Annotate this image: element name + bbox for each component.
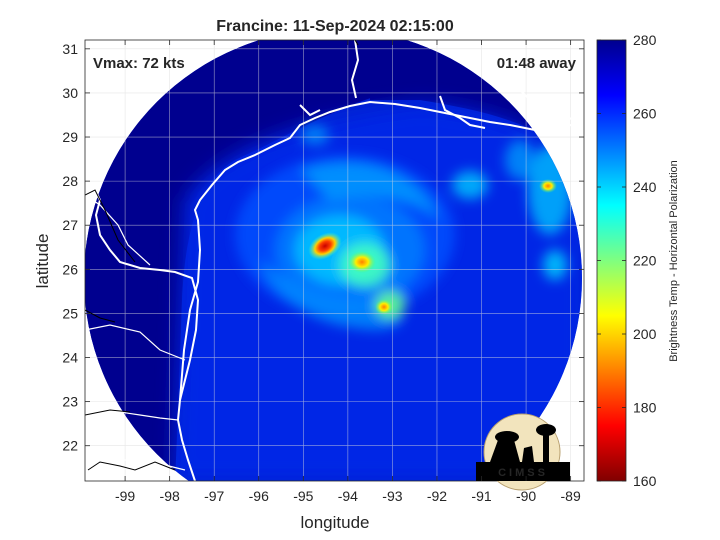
colorbar-tick-label: 160 <box>633 473 657 489</box>
y-tick-label: 23 <box>62 394 78 410</box>
cimss-logo: CIMSS <box>476 413 570 491</box>
x-tick-label: -90 <box>516 488 536 504</box>
vmax-label: Vmax: 72 kts <box>93 55 185 72</box>
country-borders <box>85 194 186 471</box>
colorbar-tick-label: 240 <box>633 179 657 195</box>
y-axis-ticks: 22 23 24 25 26 27 28 29 30 31 <box>62 41 584 454</box>
logo-banner <box>476 462 570 481</box>
x-tick-label: -99 <box>115 488 135 504</box>
x-tick-label: -92 <box>427 488 447 504</box>
y-tick-label: 30 <box>62 85 78 101</box>
chart-title: Francine: 11-Sep-2024 02:15:00 <box>216 18 454 35</box>
colorbar: 160 180 200 220 240 260 280 Brightness Temp - … <box>596 32 680 489</box>
y-tick-label: 26 <box>62 261 78 277</box>
eyewall-max <box>308 232 342 260</box>
y-tick-label: 22 <box>62 438 78 454</box>
microwave-swath <box>85 40 582 481</box>
rainband-hotspot-1 <box>348 251 376 273</box>
y-tick-label: 24 <box>62 350 78 366</box>
x-tick-label: -98 <box>160 488 180 504</box>
x-tick-label: -94 <box>338 488 358 504</box>
colorbar-gradient <box>597 40 626 481</box>
colorbar-tick-label: 280 <box>633 32 657 48</box>
grid-lines <box>85 40 584 481</box>
x-tick-label: -93 <box>382 488 402 504</box>
colorbar-label: Brightness Temp - Horizontal Polarizatio… <box>668 160 680 362</box>
y-tick-label: 25 <box>62 305 78 321</box>
x-tick-label: -95 <box>293 488 313 504</box>
y-tick-label: 27 <box>62 217 78 233</box>
x-axis-label: longitude <box>300 513 369 532</box>
x-tick-label: -97 <box>204 488 224 504</box>
x-tick-label: -96 <box>249 488 269 504</box>
colorbar-ticks: 160 180 200 220 240 260 280 <box>597 32 657 489</box>
land-region-dark <box>85 40 380 481</box>
rainband-hotspot-3 <box>539 179 557 193</box>
y-axis-label: latitude <box>33 234 52 289</box>
x-tick-label: -89 <box>561 488 581 504</box>
x-axis-ticks: -99 -98 -97 -96 -95 -94 -93 -92 -91 -90 -89 <box>115 40 581 504</box>
logo-text: CIMSS <box>498 467 548 479</box>
time-offset-label: 01:48 away <box>497 55 577 72</box>
x-tick-label: -91 <box>471 488 491 504</box>
colorbar-tick-label: 220 <box>633 253 657 269</box>
colorbar-tick-label: 180 <box>633 400 657 416</box>
map-plot-area <box>85 40 584 481</box>
colorbar-tick-label: 200 <box>633 326 657 342</box>
y-tick-label: 28 <box>62 173 78 189</box>
colorbar-tick-label: 260 <box>633 106 657 122</box>
axes-frame <box>84 39 585 482</box>
y-tick-label: 29 <box>62 129 78 145</box>
y-tick-label: 31 <box>62 41 78 57</box>
outside-borders <box>85 40 359 471</box>
rainband-hotspot-2 <box>375 299 393 315</box>
